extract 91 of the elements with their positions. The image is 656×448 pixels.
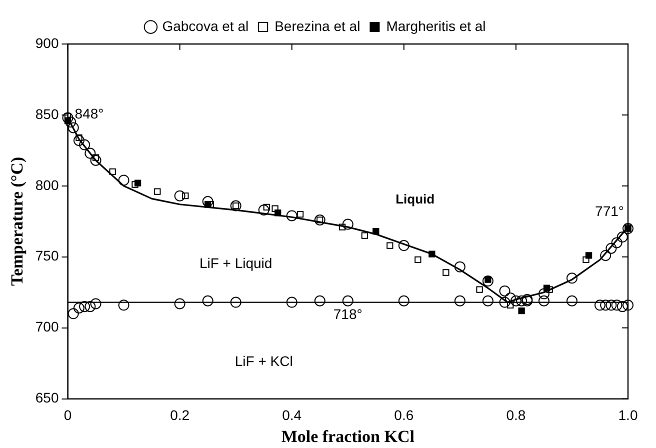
point bbox=[476, 286, 483, 293]
point bbox=[174, 298, 186, 310]
point bbox=[272, 205, 278, 212]
point bbox=[600, 300, 612, 311]
point bbox=[398, 240, 410, 252]
point bbox=[62, 112, 74, 124]
point bbox=[582, 256, 590, 264]
point bbox=[398, 295, 410, 306]
point bbox=[68, 308, 79, 320]
x-tick-label: 0.4 bbox=[282, 407, 302, 424]
point bbox=[611, 300, 622, 311]
point bbox=[73, 302, 84, 314]
legend-label: Gabcova et al bbox=[162, 18, 249, 34]
annotation: Liquid bbox=[396, 192, 435, 207]
point bbox=[202, 295, 214, 306]
point bbox=[154, 188, 161, 195]
point bbox=[616, 232, 628, 243]
point bbox=[428, 250, 436, 258]
point bbox=[79, 301, 90, 312]
legend-label: Margheritis et al bbox=[386, 18, 486, 34]
point bbox=[386, 242, 394, 249]
point bbox=[611, 237, 622, 248]
point bbox=[442, 269, 450, 276]
annotation: LiF + Liquid bbox=[199, 254, 272, 271]
ref-line-label: 718° bbox=[333, 306, 362, 322]
annotation: 771° bbox=[595, 202, 624, 219]
point bbox=[286, 296, 298, 308]
point bbox=[510, 295, 522, 306]
point bbox=[372, 228, 380, 235]
annotation: 848° bbox=[74, 106, 104, 122]
point bbox=[507, 302, 514, 308]
x-tick-label: 0.2 bbox=[170, 407, 190, 424]
point bbox=[118, 300, 130, 311]
point bbox=[296, 210, 304, 218]
point bbox=[132, 181, 138, 188]
point bbox=[84, 301, 96, 312]
point bbox=[73, 135, 84, 146]
point bbox=[622, 300, 634, 311]
annotation: LiF + KCl bbox=[234, 352, 293, 369]
point bbox=[600, 250, 612, 261]
point bbox=[616, 301, 628, 312]
point bbox=[518, 307, 525, 314]
point bbox=[499, 285, 510, 296]
point bbox=[516, 295, 528, 306]
point bbox=[342, 218, 354, 230]
y-tick-label: 850 bbox=[35, 106, 59, 122]
point bbox=[258, 204, 270, 216]
point bbox=[65, 116, 76, 128]
point bbox=[454, 261, 466, 272]
point bbox=[538, 295, 550, 306]
point bbox=[230, 296, 242, 308]
point bbox=[90, 154, 102, 166]
y-axis-title: Temperature (°C) bbox=[8, 156, 27, 286]
point bbox=[109, 168, 116, 176]
point bbox=[361, 232, 368, 239]
point bbox=[504, 292, 516, 304]
point bbox=[566, 295, 578, 306]
point bbox=[202, 196, 214, 208]
x-tick-label: 0.8 bbox=[506, 407, 526, 424]
point bbox=[566, 272, 578, 284]
x-axis-title: Mole fraction KCl bbox=[281, 427, 415, 446]
point bbox=[499, 296, 510, 308]
y-tick-label: 700 bbox=[35, 318, 59, 335]
point bbox=[594, 300, 606, 311]
point bbox=[414, 256, 422, 264]
point bbox=[482, 276, 494, 287]
x-tick-label: 0.6 bbox=[394, 407, 414, 424]
point bbox=[84, 148, 96, 159]
point bbox=[286, 210, 298, 222]
point bbox=[454, 295, 466, 306]
point bbox=[338, 224, 346, 230]
y-tick-label: 650 bbox=[35, 390, 59, 406]
point bbox=[182, 192, 189, 200]
y-tick-label: 900 bbox=[35, 34, 59, 51]
point bbox=[118, 174, 130, 186]
point bbox=[90, 298, 102, 310]
legend-label: Berezina et al bbox=[274, 18, 360, 34]
point bbox=[174, 190, 186, 202]
point bbox=[314, 295, 326, 306]
point bbox=[79, 139, 90, 150]
y-tick-label: 750 bbox=[35, 248, 59, 264]
point bbox=[606, 300, 617, 311]
x-tick-label: 0 bbox=[64, 407, 72, 424]
point bbox=[342, 295, 354, 306]
y-tick-label: 800 bbox=[35, 176, 59, 193]
x-tick-label: 1.0 bbox=[618, 407, 638, 424]
point bbox=[230, 200, 242, 212]
point bbox=[68, 122, 79, 134]
point bbox=[482, 295, 494, 306]
point bbox=[606, 242, 617, 254]
point bbox=[538, 288, 550, 300]
